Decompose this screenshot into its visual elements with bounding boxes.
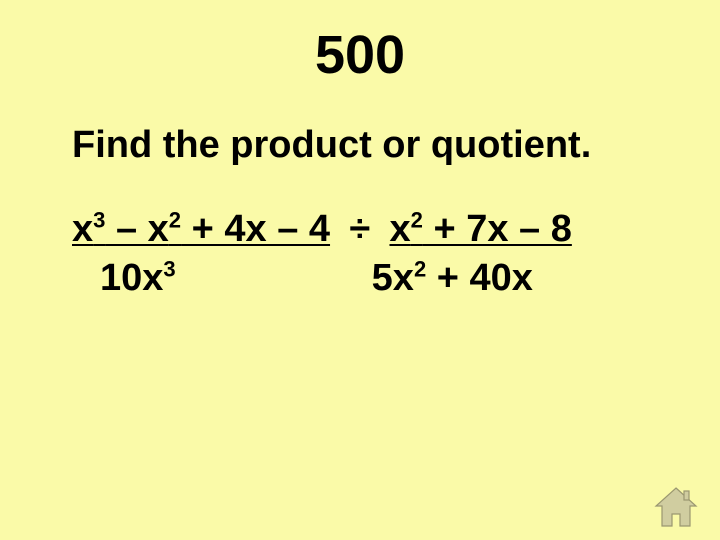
ld-sup: 3	[163, 257, 175, 282]
left-numerator: x3 – x2 + 4x – 4	[72, 205, 330, 254]
expression-block: x3 – x2 + 4x – 4 ÷ x2 + 7x – 8 10x3 5x2 …	[0, 167, 720, 304]
ln-mid1: – x	[105, 208, 168, 250]
home-button[interactable]	[652, 486, 700, 528]
ln-prefix: x	[72, 208, 93, 250]
right-numerator: x2 + 7x – 8	[389, 205, 571, 254]
slide-title: 500	[0, 0, 720, 86]
right-denominator: 5x2 + 40x	[176, 254, 533, 303]
numerator-row: x3 – x2 + 4x – 4 ÷ x2 + 7x – 8	[72, 205, 720, 254]
divide-sign: ÷	[343, 205, 376, 254]
rn-sup1: 2	[411, 207, 423, 232]
ln-sup1: 3	[93, 207, 105, 232]
ln-mid2: + 4x – 4	[181, 208, 330, 250]
rd-tail: + 40x	[426, 257, 533, 299]
rd-sup: 2	[414, 257, 426, 282]
ld-prefix: 10x	[100, 257, 163, 299]
rn-prefix: x	[389, 208, 410, 250]
rd-prefix: 5x	[372, 257, 414, 299]
home-chimney	[684, 491, 689, 500]
denominator-row: 10x3 5x2 + 40x	[72, 254, 720, 303]
ln-sup2: 2	[169, 207, 181, 232]
home-icon	[652, 486, 700, 528]
left-denominator: 10x3	[72, 254, 176, 303]
rn-mid1: + 7x – 8	[423, 208, 572, 250]
slide-prompt: Find the product or quotient.	[0, 86, 720, 167]
